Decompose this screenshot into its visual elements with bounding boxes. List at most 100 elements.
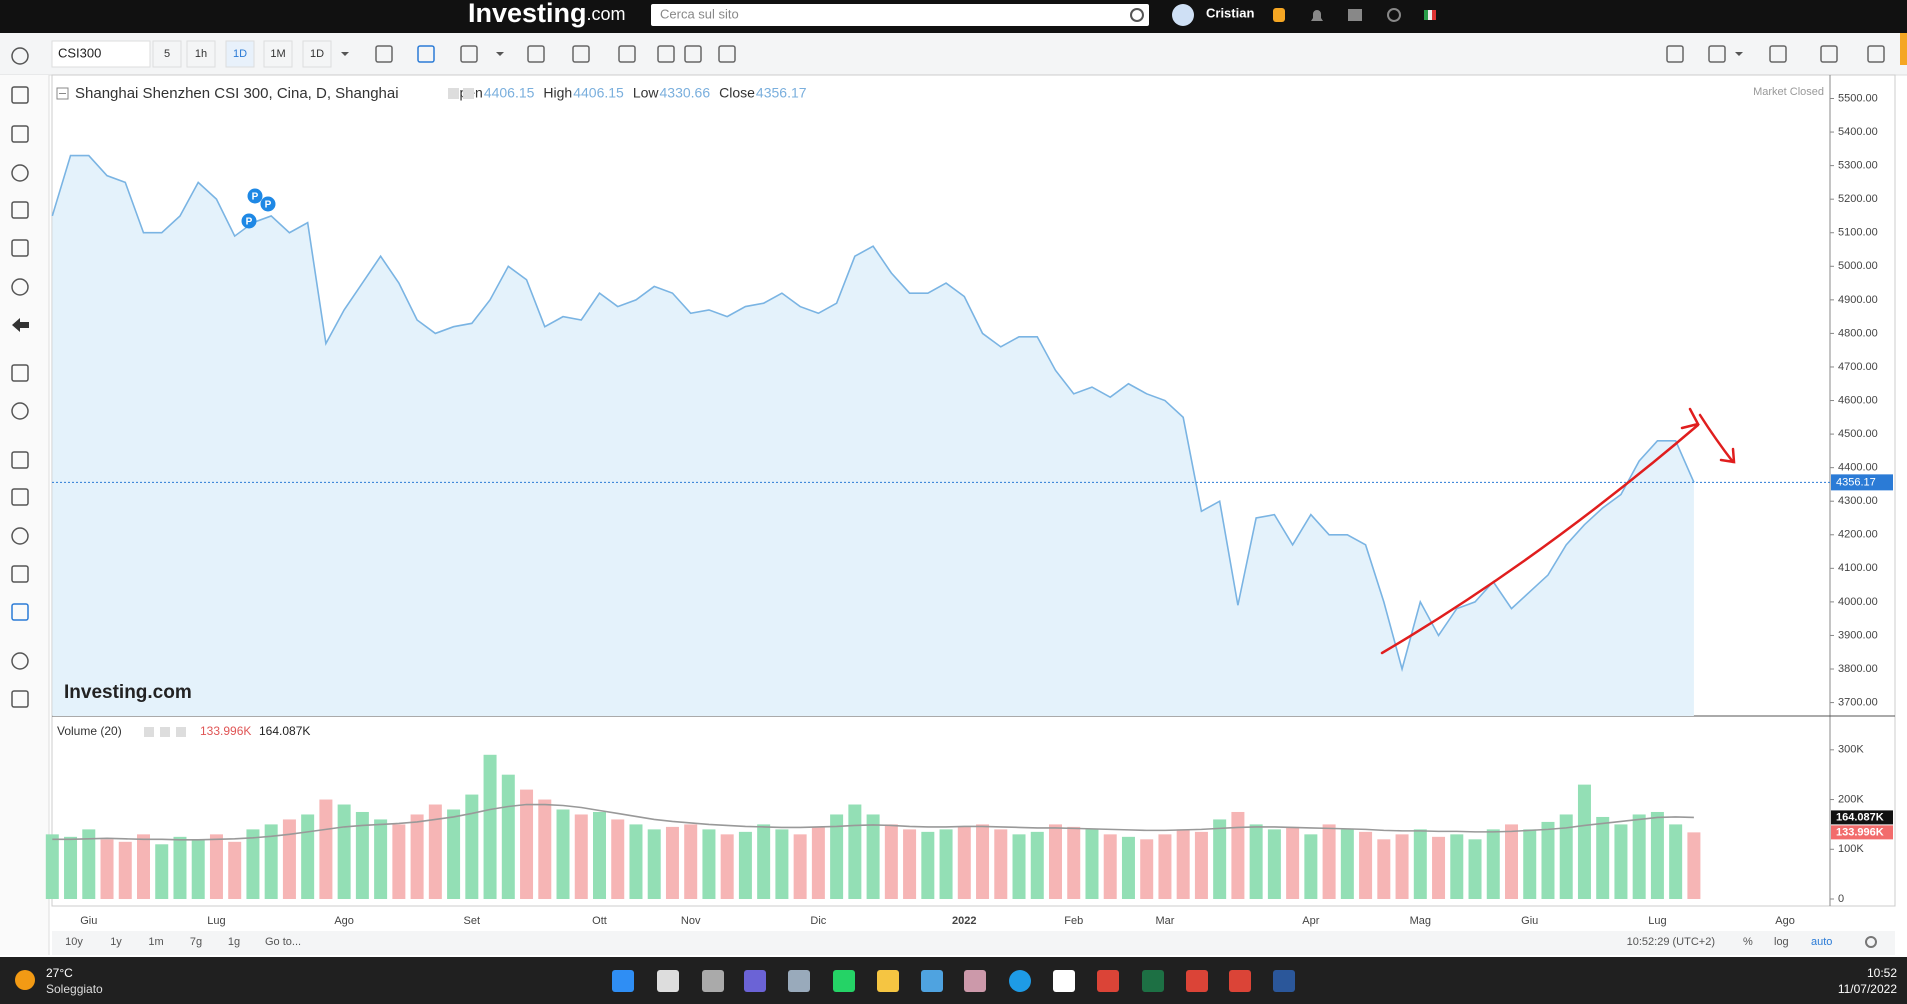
goto[interactable]: Go to... bbox=[265, 936, 301, 948]
tool-icon[interactable] bbox=[11, 565, 29, 583]
tool-icon[interactable] bbox=[11, 488, 29, 506]
app-icon[interactable] bbox=[1229, 970, 1251, 992]
toolbar-icon[interactable] bbox=[1708, 45, 1726, 63]
interval-label: 1D bbox=[310, 48, 324, 60]
app-icon[interactable] bbox=[833, 970, 855, 992]
app-icon[interactable] bbox=[877, 970, 899, 992]
ohlc-value: 4406.15 bbox=[484, 85, 535, 101]
toolbar-icon[interactable] bbox=[1820, 45, 1838, 63]
range-button[interactable]: 1y bbox=[110, 936, 122, 948]
area-fill bbox=[52, 155, 1694, 717]
app-icon[interactable] bbox=[744, 970, 766, 992]
bell-icon[interactable] bbox=[1311, 10, 1323, 21]
volume-bar bbox=[665, 826, 679, 899]
app-icon[interactable] bbox=[964, 970, 986, 992]
volume-bar bbox=[1541, 821, 1555, 899]
tool-icon[interactable] bbox=[11, 527, 29, 545]
volume-bar bbox=[1231, 811, 1245, 899]
collapse-button[interactable] bbox=[56, 87, 69, 100]
bottom-bar bbox=[52, 931, 1895, 955]
toolbar-icon[interactable] bbox=[417, 45, 435, 63]
tool-icon[interactable] bbox=[11, 239, 29, 257]
toolbar-icon[interactable] bbox=[684, 45, 702, 63]
auto-toggle[interactable]: auto bbox=[1811, 936, 1832, 948]
app-icon[interactable] bbox=[1097, 970, 1119, 992]
volume-last-box bbox=[1831, 810, 1893, 825]
app-icon[interactable] bbox=[1186, 970, 1208, 992]
app-icon[interactable] bbox=[921, 970, 943, 992]
search-icon[interactable] bbox=[1130, 8, 1144, 22]
log-toggle[interactable]: log bbox=[1774, 936, 1789, 948]
dropdown-arrow[interactable] bbox=[1735, 52, 1743, 56]
range-button[interactable]: 1m bbox=[148, 936, 163, 948]
app-icon[interactable] bbox=[1273, 970, 1295, 992]
drawing-tools bbox=[11, 47, 29, 708]
toolbar-icon[interactable] bbox=[718, 45, 736, 63]
interval-button[interactable] bbox=[302, 40, 332, 68]
avatar[interactable] bbox=[1172, 4, 1194, 26]
range-button[interactable]: 7g bbox=[190, 936, 202, 948]
range-button[interactable]: 10y bbox=[65, 936, 83, 948]
app-icon[interactable] bbox=[1053, 970, 1075, 992]
pro-icon[interactable] bbox=[1273, 8, 1285, 22]
close-icon[interactable] bbox=[176, 727, 186, 737]
volume-bar bbox=[82, 829, 96, 899]
tool-icon[interactable] bbox=[12, 318, 29, 332]
tool-icon[interactable] bbox=[11, 47, 29, 65]
dropdown-arrow[interactable] bbox=[496, 52, 504, 56]
interval-button[interactable] bbox=[186, 40, 216, 68]
tool-icon[interactable] bbox=[11, 402, 29, 420]
tool-icon[interactable] bbox=[11, 164, 29, 182]
logo[interactable]: Investing.com bbox=[468, 0, 626, 28]
app-icon[interactable] bbox=[788, 970, 810, 992]
symbol: CSI300 bbox=[58, 45, 101, 60]
dropdown-arrow[interactable] bbox=[341, 52, 349, 56]
toolbar-icon[interactable] bbox=[572, 45, 590, 63]
app-icon[interactable] bbox=[657, 970, 679, 992]
symbol-box[interactable] bbox=[51, 40, 151, 68]
toolbar-icon[interactable] bbox=[460, 45, 478, 63]
x-tick-label: Mar bbox=[1155, 915, 1174, 927]
interval-button[interactable] bbox=[263, 40, 293, 68]
settings-icon[interactable] bbox=[1865, 936, 1877, 948]
flag-icon[interactable] bbox=[1424, 10, 1428, 20]
toolbar-icon[interactable] bbox=[375, 45, 393, 63]
event-marker[interactable] bbox=[241, 213, 257, 229]
settings-icon[interactable] bbox=[144, 727, 154, 737]
tool-icon[interactable] bbox=[11, 201, 29, 219]
app-icon[interactable] bbox=[1142, 970, 1164, 992]
interval-button[interactable] bbox=[225, 40, 255, 68]
toolbar-icon[interactable] bbox=[527, 45, 545, 63]
app-icon[interactable] bbox=[702, 970, 724, 992]
portfolio-icon[interactable] bbox=[1348, 9, 1362, 21]
event-marker[interactable] bbox=[260, 196, 276, 212]
toolbar-icon[interactable] bbox=[618, 45, 636, 63]
clock-icon[interactable] bbox=[1387, 8, 1401, 22]
tool-icon[interactable] bbox=[11, 652, 29, 670]
search-box[interactable] bbox=[651, 4, 1149, 26]
percent-toggle[interactable]: % bbox=[1743, 936, 1753, 948]
toolbar-icon[interactable] bbox=[1769, 45, 1787, 63]
tool-icon[interactable] bbox=[11, 278, 29, 296]
tool-icon[interactable] bbox=[11, 603, 29, 621]
toolbar-icon[interactable] bbox=[1867, 45, 1885, 63]
tool-icon[interactable] bbox=[11, 451, 29, 469]
volume-bar bbox=[337, 804, 351, 899]
user-name[interactable]: Cristian bbox=[1206, 5, 1254, 20]
tool-icon[interactable] bbox=[11, 86, 29, 104]
weather-icon[interactable] bbox=[15, 970, 35, 990]
range-button[interactable]: 1g bbox=[228, 936, 240, 948]
tool-icon[interactable] bbox=[11, 125, 29, 143]
settings-icon[interactable] bbox=[160, 727, 170, 737]
toolbar-icon[interactable] bbox=[657, 45, 675, 63]
ohlc-label: High bbox=[543, 85, 572, 101]
ohlc-value: 4406.15 bbox=[573, 85, 624, 101]
toolbar-icon[interactable] bbox=[1666, 45, 1684, 63]
tool-icon[interactable] bbox=[11, 690, 29, 708]
tool-icon[interactable] bbox=[11, 364, 29, 382]
app-icon[interactable] bbox=[612, 970, 634, 992]
interval-button[interactable] bbox=[152, 40, 182, 68]
event-marker[interactable] bbox=[247, 188, 263, 204]
app-icon[interactable] bbox=[1009, 970, 1031, 992]
volume-bar bbox=[538, 799, 552, 899]
